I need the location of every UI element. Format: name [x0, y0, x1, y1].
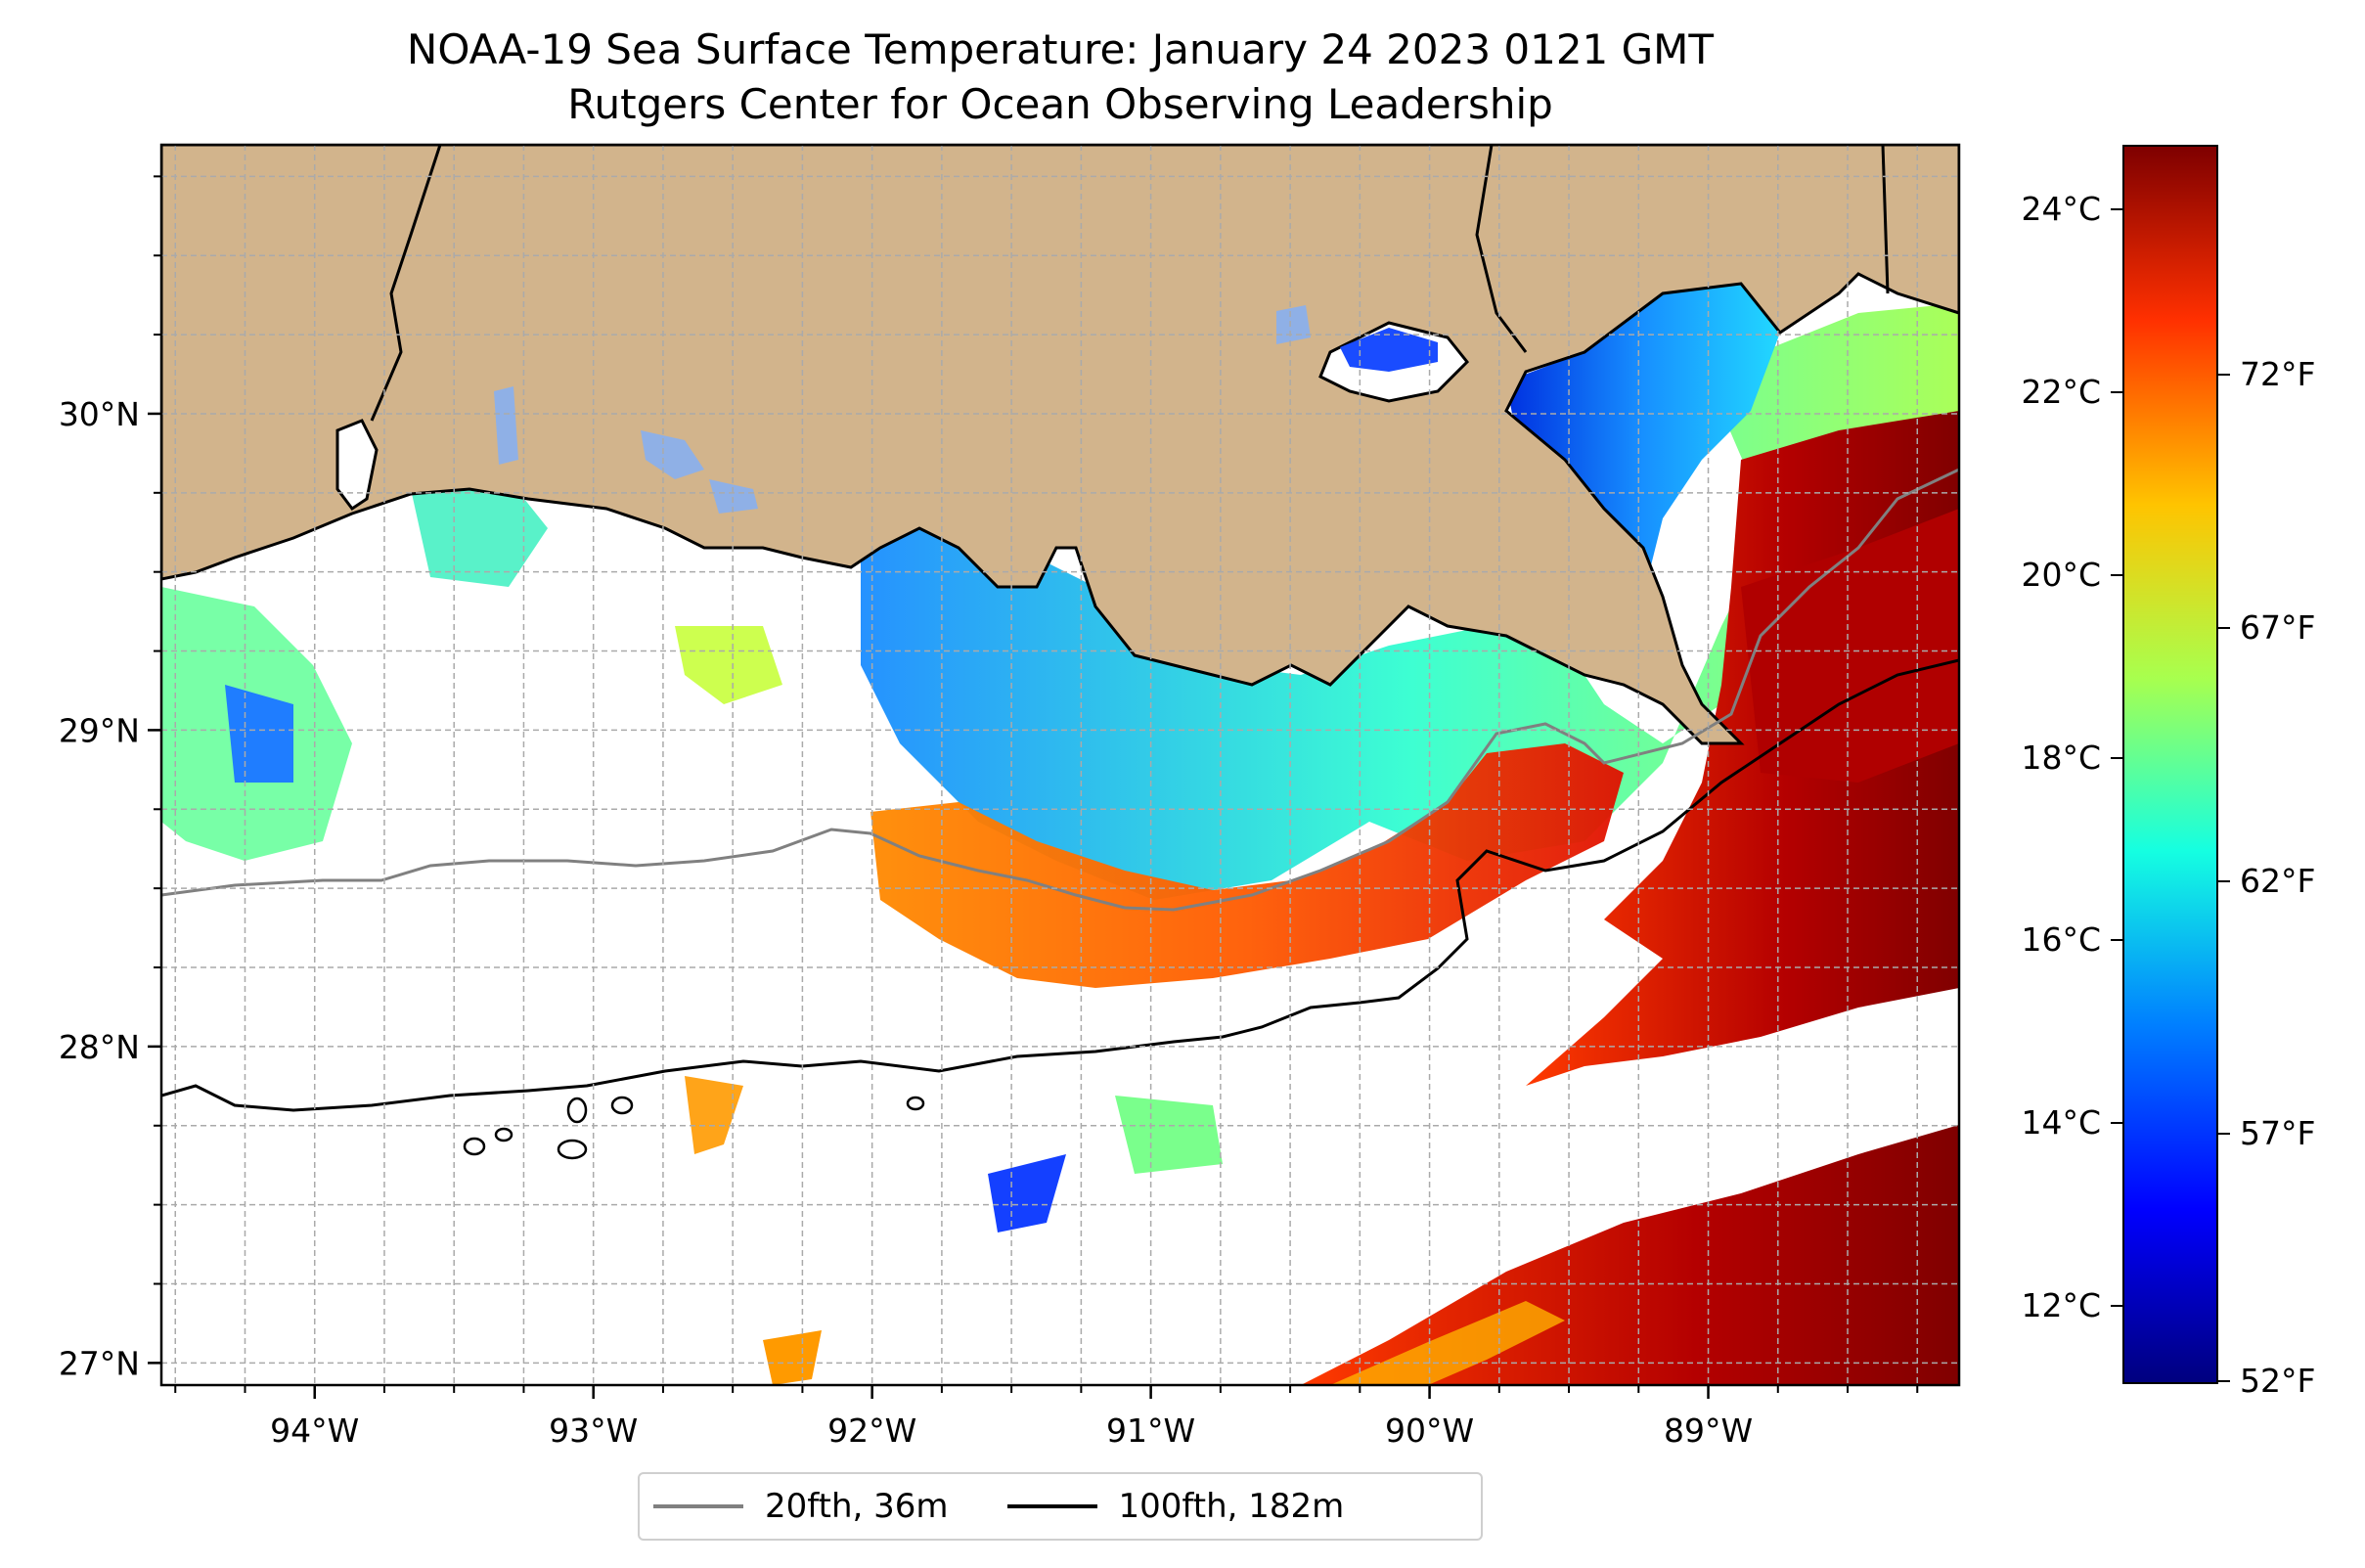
lon-tick-label: 90°W — [1385, 1411, 1474, 1450]
lon-tick-label: 89°W — [1664, 1411, 1753, 1450]
isobath-legend: 20fth, 36m 100fth, 182m — [638, 1472, 1483, 1541]
celsius-label: 18°C — [2021, 738, 2101, 777]
calcasieu-lake — [335, 419, 379, 512]
celsius-tick — [2111, 208, 2122, 210]
fahrenheit-label: 57°F — [2240, 1114, 2316, 1153]
isobath-20fth — [161, 468, 1959, 912]
gridlines — [161, 145, 1959, 1385]
celsius-label: 20°C — [2021, 555, 2101, 594]
lon-tick-label: 93°W — [549, 1411, 638, 1450]
celsius-tick — [2111, 939, 2122, 942]
colorbar — [2122, 145, 2218, 1384]
legend-item-100fth: 100fth, 182m — [1006, 1487, 1345, 1526]
celsius-tick — [2111, 1122, 2122, 1125]
fahrenheit-label: 52°F — [2240, 1362, 2316, 1400]
sst-raster — [161, 284, 1959, 1385]
lat-tick-label: 27°N — [59, 1344, 140, 1382]
fahrenheit-label: 62°F — [2240, 861, 2316, 900]
fahrenheit-tick — [2218, 374, 2230, 376]
lon-tick-label: 94°W — [270, 1411, 359, 1450]
legend-item-20fth: 20fth, 36m — [653, 1487, 949, 1526]
land-area — [161, 145, 1959, 745]
fahrenheit-label: 72°F — [2240, 355, 2316, 393]
celsius-label: 24°C — [2021, 190, 2101, 228]
celsius-tick — [2111, 756, 2122, 759]
celsius-tick — [2111, 573, 2122, 576]
fahrenheit-tick — [2218, 1133, 2230, 1136]
fahrenheit-tick — [2218, 626, 2230, 629]
axis-ticks: 94°W 93°W 92°W 91°W 90°W 89°W 30°N 29°N 28°N 27°N — [59, 175, 1919, 1450]
lat-tick-label: 28°N — [59, 1028, 140, 1066]
celsius-label: 22°C — [2021, 372, 2101, 411]
lon-tick-label: 91°W — [1106, 1411, 1195, 1450]
legend-label-100fth: 100fth, 182m — [1118, 1487, 1345, 1526]
celsius-label: 12°C — [2021, 1286, 2101, 1324]
chart-subtitle: Rutgers Center for Ocean Observing Leade… — [567, 80, 1553, 128]
fahrenheit-tick — [2218, 1380, 2230, 1382]
isobath-100fth — [161, 658, 1959, 1112]
fahrenheit-tick — [2218, 879, 2230, 882]
celsius-label: 14°C — [2021, 1103, 2101, 1142]
legend-label-20fth: 20fth, 36m — [765, 1487, 949, 1526]
lat-tick-label: 29°N — [59, 711, 140, 749]
chart-title: NOAA-19 Sea Surface Temperature: January… — [406, 25, 1715, 73]
legend-line-20fth — [653, 1504, 743, 1508]
celsius-label: 16°C — [2021, 920, 2101, 960]
lat-tick-label: 30°N — [59, 395, 140, 433]
celsius-tick — [2111, 390, 2122, 393]
celsius-tick — [2111, 1305, 2122, 1307]
lon-tick-label: 92°W — [827, 1411, 916, 1450]
map-frame — [159, 143, 1961, 1387]
fahrenheit-label: 67°F — [2240, 607, 2316, 647]
legend-line-100fth — [1006, 1504, 1097, 1508]
